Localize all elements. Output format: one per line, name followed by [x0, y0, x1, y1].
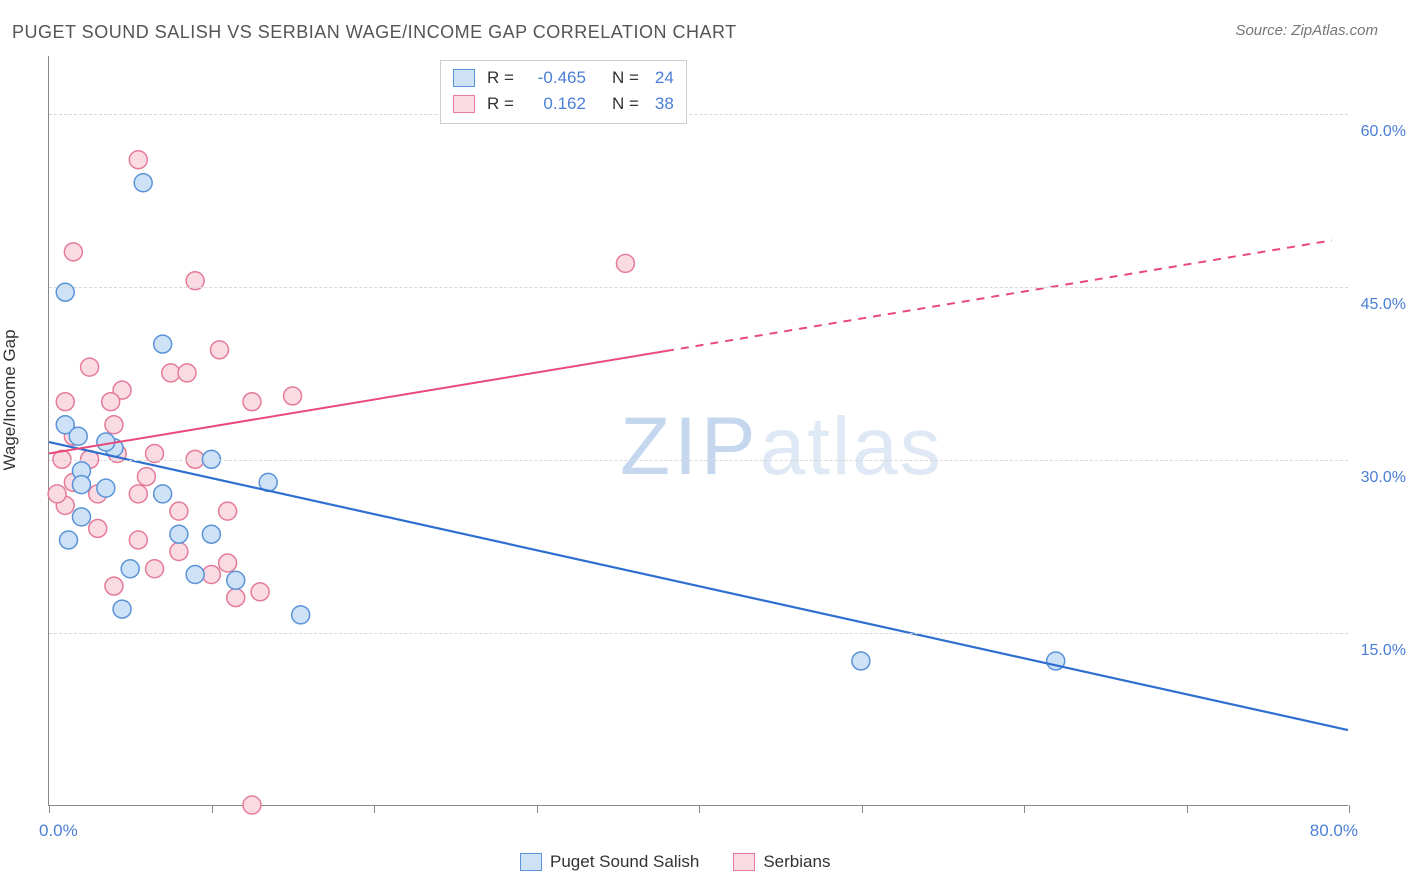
- n-value: 38: [655, 94, 674, 114]
- data-point: [243, 796, 261, 814]
- gridline: [49, 114, 1348, 115]
- y-tick-label: 15.0%: [1361, 642, 1406, 660]
- data-point: [102, 393, 120, 411]
- data-point: [129, 151, 147, 169]
- data-point: [129, 485, 147, 503]
- legend-series: Puget Sound Salish Serbians: [520, 852, 830, 872]
- data-point: [146, 560, 164, 578]
- data-point: [616, 254, 634, 272]
- data-point: [137, 468, 155, 486]
- data-point: [202, 525, 220, 543]
- data-point: [219, 554, 237, 572]
- x-label-max: 80.0%: [1310, 821, 1358, 841]
- gridline: [49, 287, 1348, 288]
- data-point: [113, 600, 131, 618]
- data-point: [251, 583, 269, 601]
- data-point: [69, 427, 87, 445]
- data-point: [97, 433, 115, 451]
- legend-stats-row: R = -0.465 N = 24: [453, 65, 674, 91]
- data-point: [852, 652, 870, 670]
- y-tick-label: 45.0%: [1361, 296, 1406, 314]
- n-label: N =: [612, 68, 639, 88]
- trend-line-dashed: [666, 240, 1332, 351]
- x-tick: [699, 805, 700, 813]
- plot-svg: [49, 56, 1348, 805]
- data-point: [170, 502, 188, 520]
- data-point: [227, 571, 245, 589]
- data-point: [227, 589, 245, 607]
- data-point: [48, 485, 66, 503]
- x-label-min: 0.0%: [39, 821, 78, 841]
- data-point: [154, 335, 172, 353]
- data-point: [219, 502, 237, 520]
- trend-line: [49, 351, 666, 454]
- r-label: R =: [487, 68, 514, 88]
- data-point: [178, 364, 196, 382]
- x-tick: [1349, 805, 1350, 813]
- legend-series-item: Serbians: [733, 852, 830, 872]
- data-point: [170, 525, 188, 543]
- r-value: 0.162: [526, 94, 586, 114]
- chart-title: PUGET SOUND SALISH VS SERBIAN WAGE/INCOM…: [12, 22, 737, 43]
- data-point: [170, 543, 188, 561]
- swatch-icon: [453, 69, 475, 87]
- data-point: [121, 560, 139, 578]
- data-point: [211, 341, 229, 359]
- data-point: [97, 479, 115, 497]
- plot-area: 15.0%30.0%45.0%60.0%0.0%80.0%: [48, 56, 1348, 806]
- data-point: [81, 358, 99, 376]
- legend-series-item: Puget Sound Salish: [520, 852, 699, 872]
- trend-line: [49, 442, 1348, 730]
- data-point: [162, 364, 180, 382]
- data-point: [105, 416, 123, 434]
- data-point: [64, 243, 82, 261]
- data-point: [72, 508, 90, 526]
- y-axis-label: Wage/Income Gap: [0, 329, 20, 470]
- y-tick-label: 30.0%: [1361, 469, 1406, 487]
- data-point: [243, 393, 261, 411]
- data-point: [292, 606, 310, 624]
- r-label: R =: [487, 94, 514, 114]
- legend-series-label: Serbians: [763, 852, 830, 872]
- data-point: [56, 393, 74, 411]
- x-tick: [374, 805, 375, 813]
- x-tick: [212, 805, 213, 813]
- data-point: [186, 566, 204, 584]
- data-point: [72, 476, 90, 494]
- r-value: -0.465: [526, 68, 586, 88]
- source-attribution: Source: ZipAtlas.com: [1235, 22, 1378, 39]
- data-point: [129, 531, 147, 549]
- data-point: [89, 519, 107, 537]
- data-point: [105, 577, 123, 595]
- swatch-icon: [520, 853, 542, 871]
- x-tick: [1024, 805, 1025, 813]
- legend-stats: R = -0.465 N = 24 R = 0.162 N = 38: [440, 60, 687, 124]
- data-point: [284, 387, 302, 405]
- n-value: 24: [655, 68, 674, 88]
- x-tick: [1187, 805, 1188, 813]
- x-tick: [862, 805, 863, 813]
- gridline: [49, 460, 1348, 461]
- data-point: [154, 485, 172, 503]
- data-point: [134, 174, 152, 192]
- data-point: [59, 531, 77, 549]
- n-label: N =: [612, 94, 639, 114]
- x-tick: [537, 805, 538, 813]
- legend-series-label: Puget Sound Salish: [550, 852, 699, 872]
- gridline: [49, 633, 1348, 634]
- swatch-icon: [733, 853, 755, 871]
- y-tick-label: 60.0%: [1361, 123, 1406, 141]
- swatch-icon: [453, 95, 475, 113]
- data-point: [202, 566, 220, 584]
- x-tick: [49, 805, 50, 813]
- legend-stats-row: R = 0.162 N = 38: [453, 91, 674, 117]
